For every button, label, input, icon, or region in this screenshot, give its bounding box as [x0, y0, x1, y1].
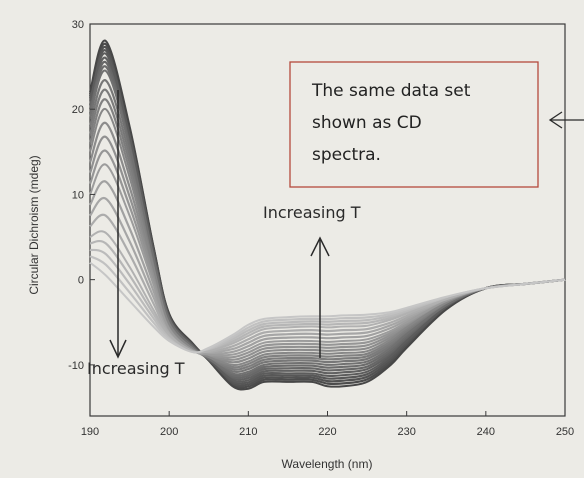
y-axis-label: Circular Dichroism (mdeg)	[27, 155, 41, 294]
x-tick-label: 250	[556, 426, 574, 438]
note-line-1: The same data set	[311, 81, 471, 101]
increasing-t-left-label: Increasing T	[87, 359, 185, 378]
x-axis: 190 200 210 220 230 240 250	[81, 411, 574, 438]
increasing-t-right-label: Increasing T	[263, 203, 361, 222]
note-box	[289, 61, 539, 188]
y-tick-label: -10	[68, 360, 84, 372]
x-tick-label: 240	[477, 426, 495, 438]
series-line-7	[89, 261, 566, 354]
note-line-3: spectra.	[312, 145, 381, 165]
y-tick-label: 20	[72, 104, 84, 116]
x-axis-label: Wavelength (nm)	[282, 457, 373, 471]
increasing-t-up-arrow	[310, 236, 330, 358]
x-tick-label: 230	[397, 426, 415, 438]
series-layer	[88, 39, 566, 391]
increasing-t-down-arrow	[109, 90, 127, 359]
y-axis: 30 20 10 0 -10	[68, 19, 95, 372]
x-tick-label: 220	[318, 426, 336, 438]
y-tick-label: 30	[72, 19, 84, 31]
series-line-2	[89, 52, 566, 383]
series-line-5	[89, 163, 566, 357]
series-line-4	[89, 108, 566, 367]
x-tick-label: 190	[81, 426, 99, 438]
x-tick-label: 200	[160, 426, 178, 438]
note-line-2: shown as CD	[312, 113, 422, 133]
y-tick-label: 10	[72, 189, 84, 201]
y-tick-label: 0	[78, 275, 84, 287]
x-tick-label: 210	[239, 426, 257, 438]
note-pointer-arrow	[548, 111, 584, 129]
series-line-3	[89, 69, 566, 376]
series-line-6	[89, 230, 566, 354]
